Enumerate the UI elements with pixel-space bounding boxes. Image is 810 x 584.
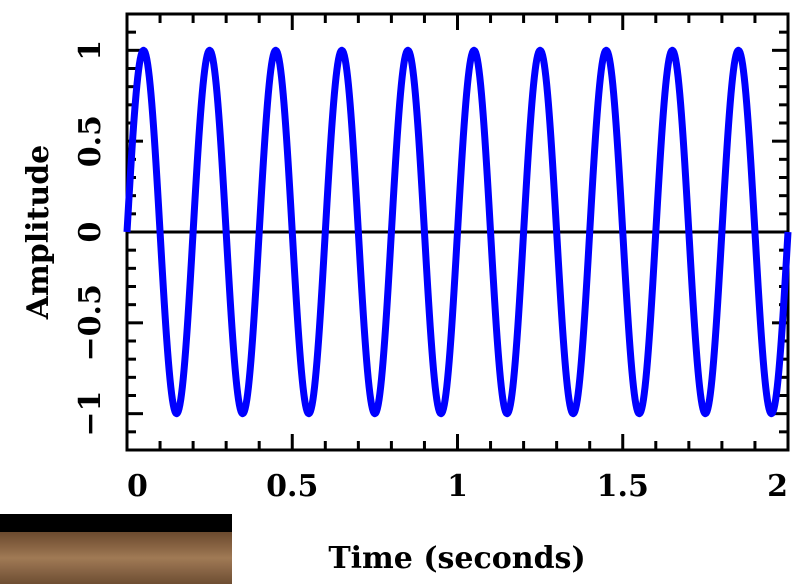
y-tick-label: 0	[73, 222, 108, 243]
x-tick-label: 1.5	[597, 469, 649, 504]
y-tick-label: −0.5	[73, 284, 108, 361]
wood-photo-fragment	[0, 514, 232, 584]
wood-surface	[0, 532, 232, 584]
x-tick-label: 2	[767, 469, 788, 504]
x-tick-label: 0.5	[266, 469, 318, 504]
x-tick-label: 1	[447, 469, 468, 504]
x-tick-label: 0	[127, 469, 148, 504]
y-tick-labels: −1 −0.5 0 0.5 1	[73, 40, 108, 437]
y-axis-title: Amplitude	[21, 145, 56, 321]
y-tick-label: −1	[73, 391, 108, 437]
x-tick-labels: 0 0.5 1 1.5 2	[127, 469, 788, 504]
y-tick-label: 0.5	[73, 115, 108, 167]
x-axis-title: Time (seconds)	[328, 541, 585, 576]
axis-ticks	[125, 12, 790, 452]
y-tick-label: 1	[73, 40, 108, 61]
sine-wave-series	[123, 46, 792, 418]
